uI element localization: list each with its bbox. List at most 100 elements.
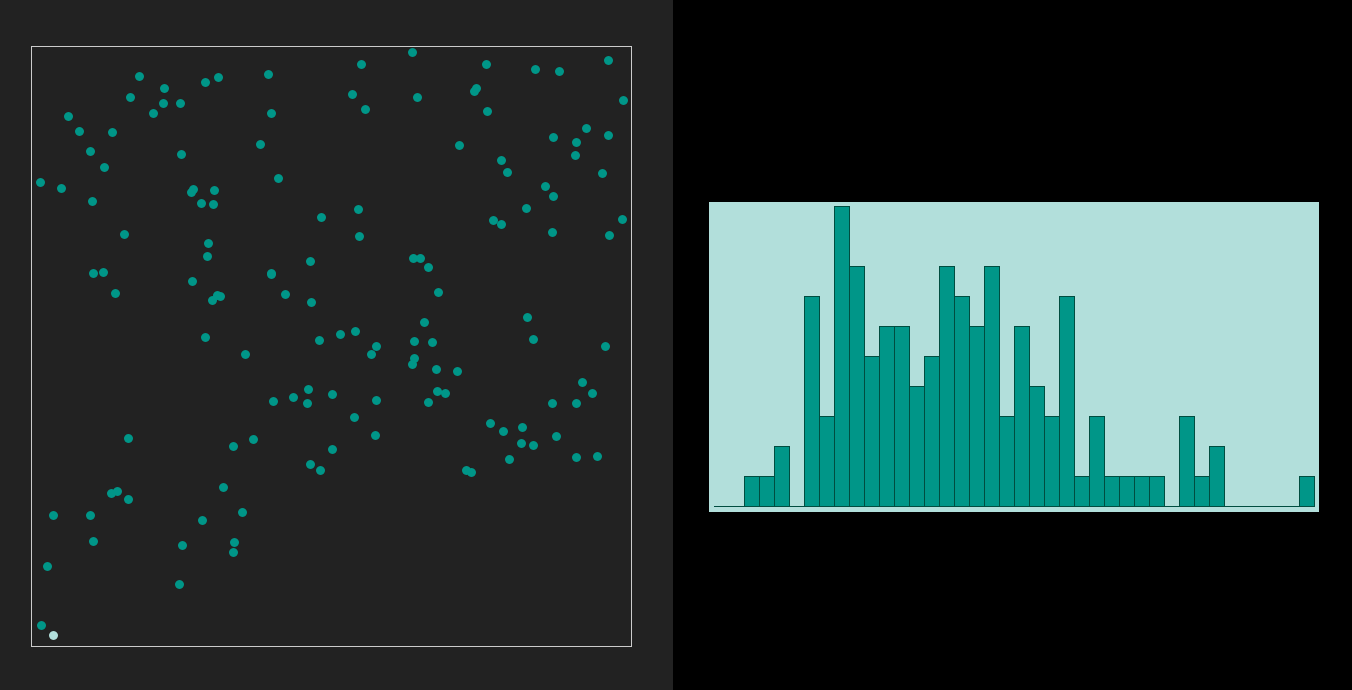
- particle-point: [75, 127, 84, 136]
- particle-point: [548, 399, 557, 408]
- particle-point: [531, 65, 540, 74]
- histogram-bar: [1044, 416, 1060, 507]
- particle-point: [453, 367, 462, 376]
- particle-point: [336, 330, 345, 339]
- particle-point: [198, 516, 207, 525]
- particle-point: [549, 133, 558, 142]
- particle-point: [470, 87, 479, 96]
- particle-point: [306, 257, 315, 266]
- particle-point: [317, 213, 326, 222]
- simulation-panel: [0, 0, 673, 690]
- particle-point: [176, 99, 185, 108]
- particle-point: [274, 174, 283, 183]
- histogram-bar: [1059, 296, 1075, 507]
- particle-point: [549, 192, 558, 201]
- particle-point: [230, 538, 239, 547]
- particle-point: [497, 220, 506, 229]
- particle-point: [229, 548, 238, 557]
- particle-point: [89, 269, 98, 278]
- particle-point: [203, 252, 212, 261]
- particle-point: [126, 93, 135, 102]
- histogram-bar: [1089, 416, 1105, 507]
- particle-point: [572, 399, 581, 408]
- particle-point: [578, 378, 587, 387]
- histogram-plot: [714, 206, 1315, 507]
- particle-point: [601, 342, 610, 351]
- particle-point: [219, 483, 228, 492]
- arena-border: [31, 46, 632, 647]
- particle-point: [315, 336, 324, 345]
- histogram-bar: [954, 296, 970, 507]
- histogram-bar: [834, 206, 850, 507]
- histogram-bar: [969, 326, 985, 507]
- particle-point: [582, 124, 591, 133]
- particle-point: [434, 288, 443, 297]
- particle-point: [572, 453, 581, 462]
- particle-point: [593, 452, 602, 461]
- histogram-bar: [1149, 476, 1165, 507]
- particle-point: [428, 338, 437, 347]
- particle-point: [210, 186, 219, 195]
- histogram-bars: [744, 206, 1315, 507]
- particle-point: [216, 292, 225, 301]
- particle-point: [357, 60, 366, 69]
- particle-point: [424, 398, 433, 407]
- histogram-bar: [864, 356, 880, 507]
- particle-point: [529, 335, 538, 344]
- particle-point: [351, 327, 360, 336]
- particle-point: [497, 156, 506, 165]
- histogram-bar: [774, 446, 790, 507]
- particle-point: [159, 99, 168, 108]
- particle-point: [462, 466, 471, 475]
- particle-point: [354, 205, 363, 214]
- histogram-bar: [744, 476, 760, 507]
- particle-point: [107, 489, 116, 498]
- histogram-bar: [999, 416, 1015, 507]
- particle-point: [306, 460, 315, 469]
- particle-point: [99, 268, 108, 277]
- particle-arena-plot: [31, 46, 632, 647]
- histogram-bar: [909, 386, 925, 507]
- particle-point: [36, 178, 45, 187]
- particle-point: [433, 387, 442, 396]
- particle-point: [177, 150, 186, 159]
- particle-point: [482, 60, 491, 69]
- particle-point: [120, 230, 129, 239]
- particle-point: [517, 439, 526, 448]
- particle-point: [267, 270, 276, 279]
- particle-point: [201, 333, 210, 342]
- particle-point: [249, 435, 258, 444]
- particle-point: [572, 138, 581, 147]
- particle-point: [204, 239, 213, 248]
- particle-point: [289, 393, 298, 402]
- particle-point: [416, 254, 425, 263]
- particle-point: [86, 511, 95, 520]
- particle-point: [209, 200, 218, 209]
- particle-point: [348, 90, 357, 99]
- particle-point: [188, 277, 197, 286]
- particle-point: [408, 48, 417, 57]
- particle-point: [372, 342, 381, 351]
- particle-point: [420, 318, 429, 327]
- particle-point: [605, 231, 614, 240]
- particle-point: [518, 423, 527, 432]
- particle-point: [197, 199, 206, 208]
- particle-point: [64, 112, 73, 121]
- particle-point: [441, 389, 450, 398]
- particle-point: [307, 298, 316, 307]
- particle-point: [408, 360, 417, 369]
- particle-point: [410, 337, 419, 346]
- histogram-bar: [1194, 476, 1210, 507]
- particle-point: [108, 128, 117, 137]
- histogram-panel: [709, 202, 1319, 512]
- particle-point: [350, 413, 359, 422]
- particle-point: [201, 78, 210, 87]
- particle-point: [89, 537, 98, 546]
- particle-point: [124, 495, 133, 504]
- histogram-bar: [1299, 476, 1315, 507]
- particle-point: [124, 434, 133, 443]
- histogram-bar: [1119, 476, 1135, 507]
- particle-point: [486, 419, 495, 428]
- particle-point: [304, 385, 313, 394]
- histogram-bar: [939, 266, 955, 507]
